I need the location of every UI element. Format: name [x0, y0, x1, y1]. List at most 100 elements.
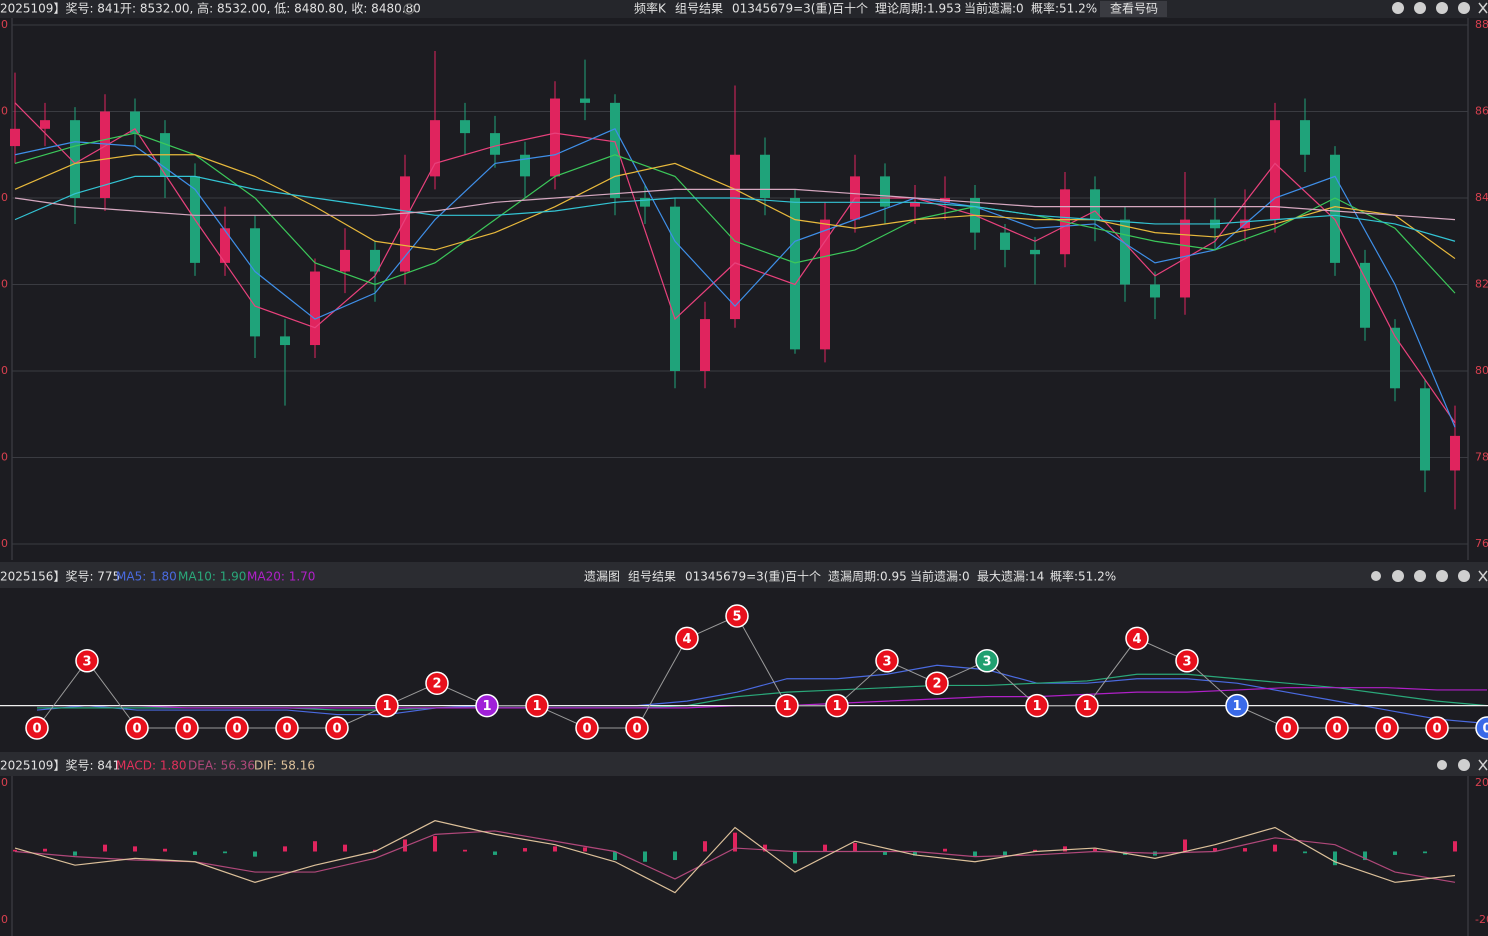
help-icon[interactable] [403, 3, 415, 15]
panel-bar [0, 752, 1488, 776]
node-label: 0 [32, 722, 41, 737]
node-label: 0 [632, 722, 641, 737]
icon[interactable] [1414, 570, 1426, 582]
node-label: 5 [732, 610, 741, 625]
macd-bar [913, 851, 917, 856]
legend-item: DEA: 56.36 [188, 759, 255, 773]
candle-body [520, 154, 530, 177]
node-label: 1 [832, 699, 841, 714]
omission-node [1375, 716, 1399, 740]
ohlc-info: 开: 8532.00, 高: 8532.00, 低: 8480.80, 收: 8… [120, 1, 421, 16]
candle-body [70, 120, 80, 198]
omission-node [225, 716, 249, 740]
macd-bar [733, 832, 737, 852]
ma-line [37, 673, 1488, 711]
y-tick-label-left: 0 [1, 537, 8, 550]
node-label: 0 [1332, 722, 1341, 737]
node-label: 1 [1232, 699, 1241, 714]
macd-bar [763, 844, 767, 852]
macd-bar [583, 847, 587, 852]
macd-bar [943, 848, 947, 852]
icon[interactable] [1458, 759, 1470, 771]
panel-title: 频率K [634, 1, 667, 16]
omission-node [175, 716, 199, 740]
omission-node [1475, 716, 1488, 740]
macd-bar [343, 844, 347, 852]
candle-body [100, 111, 110, 198]
candle-body [280, 336, 290, 346]
current: 当前遗漏:0 [910, 569, 970, 584]
icon[interactable] [1392, 2, 1404, 14]
omission-node [375, 693, 399, 718]
macd-bar [1423, 851, 1427, 854]
candle-body [310, 271, 320, 346]
omission-node [1325, 716, 1349, 740]
node-label: 0 [332, 722, 341, 737]
omission-node [725, 604, 749, 628]
candle-body [1330, 154, 1340, 263]
node-label: 0 [182, 722, 191, 737]
macd-bar [673, 851, 677, 861]
omission-node [75, 649, 99, 673]
node-label: 0 [1482, 722, 1488, 737]
macd-bar [553, 846, 557, 852]
macd-bar [1093, 848, 1097, 852]
icon[interactable] [1414, 2, 1426, 14]
omission-node [275, 716, 299, 740]
candle-body [760, 154, 770, 198]
macd-bar [793, 851, 797, 864]
y-tick-label: 20 [1475, 776, 1488, 789]
macd-bar [103, 844, 107, 852]
macd-bar [883, 851, 887, 855]
icon[interactable] [1458, 570, 1470, 582]
macd-bar [253, 851, 257, 857]
icon[interactable] [1392, 570, 1404, 582]
node-label: 1 [532, 699, 541, 714]
close-icon[interactable] [1478, 759, 1488, 771]
candle-body [580, 98, 590, 103]
close-icon[interactable] [1478, 570, 1488, 582]
candle-body [1030, 249, 1040, 255]
ma-line [36, 664, 1488, 725]
button-bg[interactable] [1100, 1, 1167, 17]
icon[interactable] [1436, 2, 1448, 14]
node-label: 1 [482, 699, 491, 714]
position: 百十个 [785, 570, 821, 584]
y-tick-label: 84 [1475, 191, 1488, 204]
omission-node [1425, 716, 1449, 740]
ma-line [14, 175, 1456, 242]
y-tick-label: 80 [1475, 364, 1488, 377]
max: 最大遗漏:14 [977, 570, 1044, 584]
omission-node [1125, 626, 1149, 651]
period-info: 2025109】奖号: 841 [0, 759, 120, 773]
icon[interactable] [1437, 760, 1447, 770]
view-button[interactable]: 查看号码 [1110, 2, 1158, 16]
period-info: 2025156】奖号: 775 [0, 570, 120, 584]
macd-bar [133, 846, 137, 852]
macd-bar [163, 848, 167, 852]
macd-bar [313, 841, 317, 852]
omission-line [36, 615, 1487, 729]
icon[interactable] [1436, 570, 1448, 582]
icon[interactable] [1458, 2, 1470, 14]
node-label: 2 [932, 677, 941, 692]
omission-node [575, 716, 599, 740]
candle-body [250, 228, 260, 337]
node-label: 3 [882, 654, 891, 669]
macd-bar [1003, 851, 1007, 856]
close-icon[interactable] [1478, 2, 1488, 14]
icon[interactable] [1371, 571, 1381, 581]
macd-bar [1393, 851, 1397, 855]
omission-node [1075, 693, 1099, 718]
candle-body [1360, 262, 1370, 328]
candle-body [370, 249, 380, 272]
omission-node [825, 693, 849, 718]
macd-bar [1033, 849, 1037, 852]
legend-item: DIF: 58.16 [254, 759, 315, 773]
current: 当前遗漏:0 [964, 1, 1024, 16]
node-label: 3 [982, 654, 991, 669]
y-tick-label-left: 0 [1, 105, 8, 118]
macd-line [14, 820, 1456, 894]
macd-bar [1363, 851, 1367, 861]
macd-bar [373, 849, 377, 852]
